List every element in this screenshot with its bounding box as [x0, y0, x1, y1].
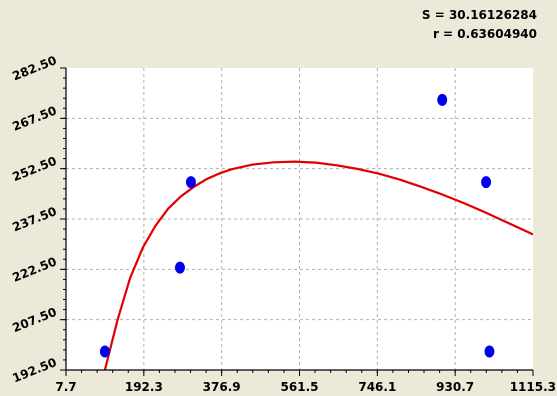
y-tick-label: 237.50 — [10, 204, 58, 234]
data-point — [99, 345, 110, 358]
y-tick-label: 252.50 — [10, 154, 58, 184]
data-point — [481, 176, 492, 189]
y-tick-label: 222.50 — [10, 254, 58, 284]
fit-curve — [103, 160, 533, 370]
x-tick-label: 7.7 — [55, 380, 76, 394]
axes — [60, 67, 534, 376]
fit-curve-layer — [103, 160, 533, 370]
y-tick-label: 207.50 — [10, 305, 58, 335]
x-tick-label: 561.5 — [281, 380, 319, 394]
x-tick-label: 746.1 — [358, 380, 396, 394]
grid — [66, 68, 533, 370]
x-tick-label: 192.3 — [125, 380, 163, 394]
x-tick-label: 930.7 — [436, 380, 474, 394]
y-tick-label: 192.50 — [10, 355, 58, 385]
data-point — [185, 176, 196, 189]
x-tick-label: 1115.3 — [510, 380, 556, 394]
data-point — [484, 345, 495, 358]
data-point — [437, 93, 448, 106]
y-tick-label: 267.50 — [10, 103, 58, 133]
data-point — [174, 261, 185, 274]
data-points — [99, 93, 495, 358]
x-tick-label: 376.9 — [203, 380, 241, 394]
stat-r-value: r = 0.63604940 — [432, 27, 537, 41]
y-tick-label: 282.50 — [10, 53, 58, 83]
stat-s-value: S = 30.16126284 — [421, 8, 537, 22]
